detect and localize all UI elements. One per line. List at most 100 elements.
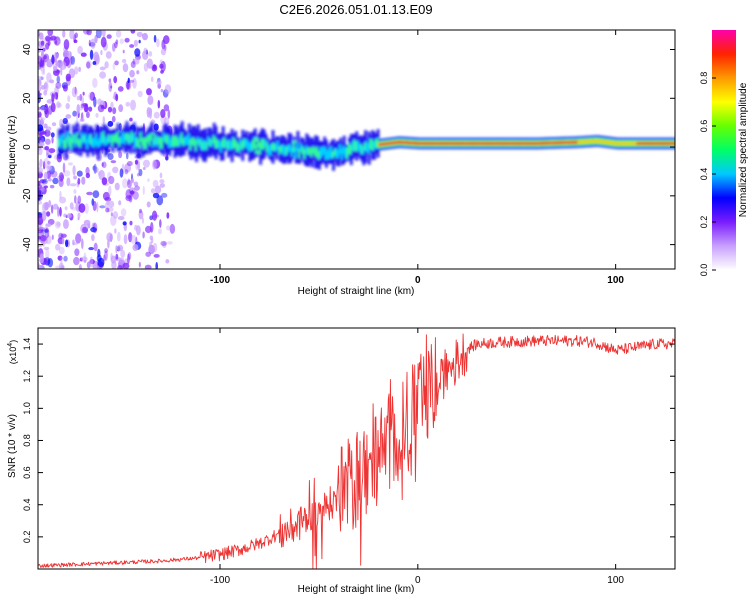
spectrogram-noise-cell — [86, 61, 91, 69]
spectrogram-peak-cell — [522, 141, 526, 145]
spectrogram-noise-cell — [40, 40, 45, 47]
spectrogram-noise-cell — [153, 123, 159, 131]
spectrogram-noise-cell — [44, 145, 50, 151]
spectrogram-peak-cell — [609, 141, 613, 145]
spectrogram-noise-cell — [57, 255, 63, 261]
spectrogram-noise-cell — [129, 117, 133, 122]
spectrogram-noise-cell — [82, 30, 90, 35]
spectrogram-core-cell — [250, 142, 254, 151]
spectrogram-noise-cell — [92, 190, 100, 199]
spectrogram-noise-cell — [134, 185, 140, 191]
spectrogram-noise-cell — [149, 235, 154, 241]
spectrogram-noise-cell — [163, 104, 170, 112]
spectrogram-noise-cell — [50, 132, 55, 138]
spectrogram-noise-cell — [88, 39, 91, 47]
spectrogram-peak-cell — [415, 141, 419, 145]
spectrogram-noise-cell — [63, 170, 71, 177]
spectrogram-noise-cell — [62, 84, 68, 92]
spectrogram-noise-cell — [92, 77, 98, 89]
snr-panel: -100 0 100 0.2 0.4 0.6 0.8 1.0 1.2 1.4 Height of … — [7, 327, 676, 595]
spectrogram-noise-cell — [38, 264, 42, 269]
snr-frame — [37, 327, 676, 570]
spectrogram-peak-cell — [634, 141, 638, 145]
spectrogram-noise-cell — [72, 239, 75, 246]
spectrogram-core-cell — [308, 147, 313, 155]
spectrogram-peak-cell — [520, 141, 524, 145]
spectrogram-noise-cell — [107, 120, 114, 127]
spectrogram-noise-cell — [130, 99, 136, 111]
spectrogram-core-cell — [356, 140, 361, 152]
spectrogram-peak-cell — [627, 141, 631, 145]
spectrogram-peak-cell — [506, 141, 510, 145]
spectrogram-peak-cell — [426, 141, 430, 145]
spectrogram-noise-cell — [41, 64, 45, 75]
spectrogram-noise-cell — [101, 161, 107, 169]
spectrogram-core-cell — [344, 147, 348, 158]
spectrogram-noise-cell — [49, 35, 57, 41]
spectrogram-core-cell — [328, 148, 332, 160]
spectrogram-peak-cell — [383, 142, 387, 146]
spectrogram-noise-cell — [110, 212, 113, 217]
spectrogram-noise-cell — [96, 201, 99, 213]
spectrogram-peak-cell — [613, 141, 617, 145]
spectrogram-noise-cell — [43, 246, 50, 251]
spectrogram-peak-cell — [552, 141, 556, 145]
spectrogram-noise-cell — [42, 66, 45, 76]
spectrogram-core-cell — [314, 147, 318, 157]
spectrogram-core-cell — [371, 139, 375, 151]
spectrogram-core-cell — [225, 139, 229, 148]
spectrogram-noise-cell — [51, 234, 54, 240]
spectrogram-core-cell — [285, 146, 289, 155]
spectrogram-noise-cell — [60, 174, 65, 180]
spectrogram-core-cell — [226, 140, 231, 151]
spectrogram-noise-cell — [104, 248, 109, 254]
spectrogram-noise-cell — [156, 195, 164, 206]
spectrogram-noise-cell — [125, 101, 131, 107]
spectrogram-panel: -100 0 100 -40 -20 0 20 40 Height of straight l… — [7, 29, 676, 297]
spectrogram-noise-cell — [89, 258, 95, 265]
spectrogram-noise-cell — [85, 166, 90, 175]
spectrogram-peak-cell — [654, 141, 658, 145]
spectrogram-noise-cell — [118, 151, 123, 159]
spectrogram-noise-cell — [38, 55, 43, 65]
spectrogram-noise-cell — [55, 265, 63, 269]
spectrogram-core-cell — [109, 135, 113, 143]
spectrogram-peak-cell — [495, 141, 499, 145]
spectrogram-noise-cell — [67, 95, 71, 103]
snr-x-tick-label: -100 — [210, 575, 230, 586]
spectrogram-peak-cell — [570, 140, 574, 144]
spectrogram-noise-cell — [45, 248, 50, 260]
spectrogram-noise-cell — [130, 30, 136, 34]
spectrogram-core-cell — [257, 138, 261, 147]
spectrogram-peak-cell — [467, 141, 471, 145]
spectrogram-noise-cell — [58, 178, 64, 188]
spectrogram-core-cell — [347, 143, 352, 155]
spectrogram-peak-cell — [490, 141, 494, 145]
spectrogram-core-cell — [86, 138, 90, 149]
spectrogram-core-cell — [180, 132, 184, 144]
spectrogram-noise-cell — [80, 52, 87, 57]
spectrogram-noise-cell — [52, 177, 59, 185]
snr-x-tick-label: 100 — [607, 575, 624, 586]
spectrogram-noise-cell — [71, 86, 78, 98]
spectrogram-noise-cell — [41, 50, 45, 58]
spectrogram-noise-cell — [146, 58, 154, 69]
spectrogram-core-cell — [291, 147, 295, 157]
spectrogram-noise-cell — [54, 53, 59, 60]
spectrogram-peak-cell — [543, 141, 548, 145]
spectrogram-noise-cell — [97, 257, 105, 268]
spectrogram-noise-cell — [70, 55, 76, 65]
spectrogram-core-cell — [112, 134, 117, 143]
spectrogram-x-tick-label: 0 — [415, 275, 421, 286]
spectrogram-noise-cell — [142, 185, 145, 196]
spectrogram-noise-cell — [89, 256, 94, 268]
spectrogram-noise-cell — [141, 217, 145, 224]
spectrogram-peak-cell — [620, 141, 624, 145]
spectrogram-noise-cell — [48, 200, 52, 208]
spectrogram-noise-cell — [160, 240, 167, 247]
spectrogram-noise-cell — [150, 221, 154, 233]
spectrogram-noise-cell — [137, 90, 143, 98]
spectrogram-noise-cell — [40, 116, 43, 127]
spectrogram-noise-cell — [77, 195, 82, 204]
spectrogram-peak-cell — [403, 141, 407, 144]
